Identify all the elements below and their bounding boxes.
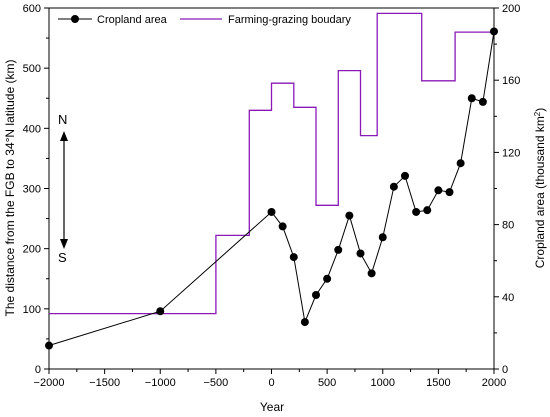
x-tick-label: 0 xyxy=(268,377,274,389)
cropland-area-point xyxy=(367,269,376,278)
y-left-tick-label: 400 xyxy=(23,123,41,135)
cropland-area-point xyxy=(389,182,398,191)
cropland-area-point xyxy=(445,188,454,197)
cropland-area-point xyxy=(434,186,443,195)
x-axis-title: Year xyxy=(260,400,284,414)
x-tick-label: −2000 xyxy=(34,377,65,389)
legend-cropland-label: Cropland area xyxy=(97,14,168,26)
north-arrowhead-icon xyxy=(60,131,68,141)
cropland-area-point xyxy=(278,222,287,231)
north-south-arrow: N S xyxy=(58,112,68,265)
cropland-area-point xyxy=(312,290,320,299)
y-right-tick-label: 200 xyxy=(502,3,520,15)
cropland-area-point xyxy=(289,253,298,262)
y-right-tick-label: 0 xyxy=(502,364,508,376)
legend-boundary-label: Farming-grazing boudary xyxy=(228,14,351,26)
cropland-area-point xyxy=(45,341,53,350)
y-left-tick-label: 300 xyxy=(23,184,41,196)
y-right-tick-label: 160 xyxy=(502,75,520,87)
south-arrowhead-icon xyxy=(60,239,68,249)
cropland-area-point xyxy=(456,159,465,168)
north-label: N xyxy=(58,112,67,127)
y-left-tick-label: 500 xyxy=(23,63,41,75)
plot-frame xyxy=(48,7,495,370)
x-tick-label: 1500 xyxy=(426,377,450,389)
axes-layer: −2000 −1500 −1000 −500 0 500 1000 1500 200001002… xyxy=(23,3,521,389)
cropland-area-point xyxy=(467,94,476,103)
y-left-tick-label: 600 xyxy=(23,3,41,15)
cropland-area-point xyxy=(356,249,365,258)
x-tick-label: −500 xyxy=(203,377,228,389)
cropland-area-point xyxy=(323,274,332,283)
south-label: S xyxy=(58,250,67,265)
legend: Cropland area Farming-grazing boudary xyxy=(58,14,351,26)
x-tick-label: 2000 xyxy=(482,377,506,389)
y-right-tick-label: 120 xyxy=(502,147,520,159)
y-axis-right-title: Cropland area (thousand km2) xyxy=(533,108,547,269)
cropland-area-point xyxy=(156,307,165,316)
series-layer xyxy=(45,12,498,350)
y-left-tick-label: 200 xyxy=(23,244,41,256)
x-tick-label: −1500 xyxy=(89,377,120,389)
cropland-area-point xyxy=(490,27,498,36)
y-right-tick-label: 80 xyxy=(502,220,514,232)
x-tick-label: 500 xyxy=(318,377,336,389)
y-left-tick-label: 0 xyxy=(35,364,41,376)
x-tick-label: −1000 xyxy=(145,377,176,389)
cropland-area-point xyxy=(412,207,421,216)
cropland-area-point xyxy=(300,318,309,327)
cropland-area-point xyxy=(334,245,343,254)
cropland-area-point xyxy=(423,206,432,215)
y-axis-left-title: The distance from the FGB to 34°N latitu… xyxy=(3,60,17,317)
farming-grazing-boundary-line xyxy=(49,12,494,315)
cropland-area-point xyxy=(401,171,409,180)
cropland-area-point xyxy=(478,97,487,106)
cropland-area-point xyxy=(378,233,387,242)
y-right-tick-label: 40 xyxy=(502,292,514,304)
cropland-area-point xyxy=(345,211,354,220)
x-tick-label: 1000 xyxy=(371,377,395,389)
legend-cropland-marker xyxy=(71,15,79,23)
y-left-tick-label: 100 xyxy=(23,304,41,316)
cropland-area-point xyxy=(267,207,276,216)
cropland-area-line xyxy=(48,31,495,346)
